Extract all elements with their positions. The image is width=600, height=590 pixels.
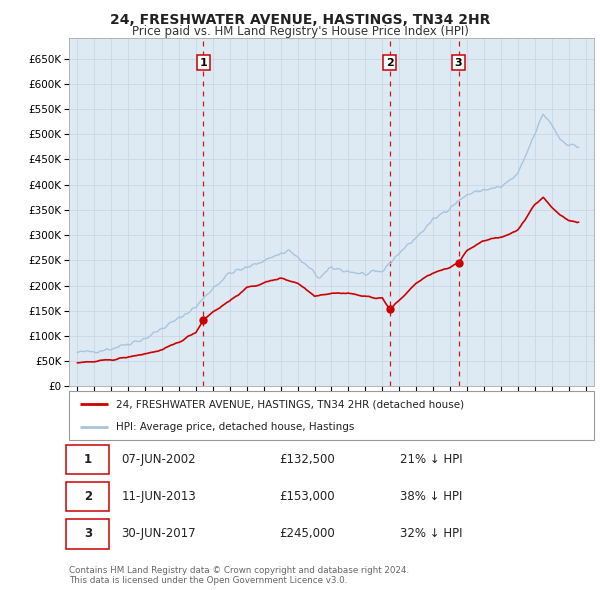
Text: 1: 1 xyxy=(200,58,208,68)
Text: 32% ↓ HPI: 32% ↓ HPI xyxy=(400,527,462,540)
FancyBboxPatch shape xyxy=(69,391,594,440)
Text: 11-JUN-2013: 11-JUN-2013 xyxy=(121,490,196,503)
Text: 2: 2 xyxy=(84,490,92,503)
Text: 3: 3 xyxy=(455,58,463,68)
Text: 24, FRESHWATER AVENUE, HASTINGS, TN34 2HR: 24, FRESHWATER AVENUE, HASTINGS, TN34 2H… xyxy=(110,13,490,27)
Text: 3: 3 xyxy=(84,527,92,540)
Text: 2: 2 xyxy=(386,58,394,68)
Text: 24, FRESHWATER AVENUE, HASTINGS, TN34 2HR (detached house): 24, FRESHWATER AVENUE, HASTINGS, TN34 2H… xyxy=(116,399,464,409)
Text: Price paid vs. HM Land Registry's House Price Index (HPI): Price paid vs. HM Land Registry's House … xyxy=(131,25,469,38)
Text: 30-JUN-2017: 30-JUN-2017 xyxy=(121,527,196,540)
Text: HPI: Average price, detached house, Hastings: HPI: Average price, detached house, Hast… xyxy=(116,422,355,432)
Text: £132,500: £132,500 xyxy=(279,453,335,466)
Text: Contains HM Land Registry data © Crown copyright and database right 2024.
This d: Contains HM Land Registry data © Crown c… xyxy=(69,566,409,585)
Text: £245,000: £245,000 xyxy=(279,527,335,540)
Text: 21% ↓ HPI: 21% ↓ HPI xyxy=(400,453,463,466)
Text: 07-JUN-2002: 07-JUN-2002 xyxy=(121,453,196,466)
Text: 38% ↓ HPI: 38% ↓ HPI xyxy=(400,490,462,503)
FancyBboxPatch shape xyxy=(67,444,109,474)
Text: 1: 1 xyxy=(84,453,92,466)
FancyBboxPatch shape xyxy=(67,481,109,512)
Text: £153,000: £153,000 xyxy=(279,490,335,503)
FancyBboxPatch shape xyxy=(67,519,109,549)
